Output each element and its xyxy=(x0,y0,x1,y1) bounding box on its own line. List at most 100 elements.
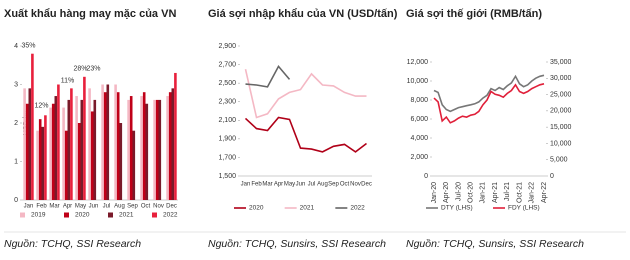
legend-label: 2022 xyxy=(163,212,178,219)
bar xyxy=(142,92,146,200)
y-tick-label: 10,000 xyxy=(407,78,429,85)
legend-swatch xyxy=(64,212,69,218)
x-tick-label: Jan-22 xyxy=(529,182,536,204)
x-tick-label: Jan xyxy=(241,182,251,188)
bar xyxy=(106,84,110,200)
y2-tick-label: 35,000 xyxy=(550,59,572,66)
x-tick-label: Apr xyxy=(274,182,283,188)
y-tick-label: 0 xyxy=(424,173,428,180)
y2-tick-label: 5,000 xyxy=(550,157,568,164)
x-tick-label: Jul xyxy=(103,204,111,210)
x-tick-label: Jul-20 xyxy=(455,182,462,201)
legend-label: 2019 xyxy=(31,212,46,219)
x-tick-label: Dec xyxy=(166,204,177,210)
x-tick-label: Jan-21 xyxy=(480,182,487,204)
bar xyxy=(166,96,169,200)
bar xyxy=(119,123,123,200)
bar xyxy=(83,76,86,200)
y-tick-label: 1,500 xyxy=(218,173,236,180)
x-tick-label: Sep xyxy=(328,182,339,188)
bar xyxy=(132,130,136,200)
x-tick-label: Feb xyxy=(36,204,47,210)
y-tick-label: 2,000 xyxy=(410,154,428,161)
y-tick-label: 2,500 xyxy=(218,80,236,87)
y-tick-label: 4,000 xyxy=(410,135,428,142)
legend-label: 2022 xyxy=(350,205,365,212)
y-tick-label: 8,000 xyxy=(410,97,428,104)
bar xyxy=(114,84,117,200)
bar xyxy=(70,88,73,200)
line xyxy=(433,74,545,113)
legend-label: 2021 xyxy=(300,205,315,212)
legend-label: 2021 xyxy=(119,212,134,219)
y2-tick-label: 10,000 xyxy=(550,140,572,147)
y2-tick-label: 30,000 xyxy=(550,75,572,82)
x-tick-label: Mar xyxy=(262,182,272,188)
bar xyxy=(80,99,84,200)
bar xyxy=(155,99,159,200)
y-tick-label: 6,000 xyxy=(410,116,428,123)
legend-label: DTY (LHS) xyxy=(441,205,473,212)
x-tick-label: Feb xyxy=(251,182,262,188)
legend-label: 2020 xyxy=(249,205,264,212)
bar xyxy=(88,88,91,200)
y-tick-label: 0 xyxy=(14,197,18,204)
bar xyxy=(67,99,71,200)
y-tick-label: 1,900 xyxy=(218,136,236,143)
line xyxy=(244,116,367,153)
bar xyxy=(75,96,78,200)
bar xyxy=(62,107,65,200)
bar xyxy=(51,103,55,200)
annotation: 23% xyxy=(86,66,100,73)
y2-tick-label: 15,000 xyxy=(550,124,572,131)
x-tick-label: Dec xyxy=(361,182,372,188)
line xyxy=(433,83,545,124)
bar xyxy=(116,92,120,200)
x-tick-label: Aug xyxy=(114,204,125,210)
bar xyxy=(140,96,143,200)
x-tick-label: Nov xyxy=(153,204,164,210)
bar xyxy=(158,99,162,200)
bar xyxy=(90,111,94,200)
chart-title: Xuất khẩu hàng may mặc của VN xyxy=(4,8,176,20)
x-tick-label: Nov xyxy=(350,182,361,188)
bar xyxy=(25,103,29,200)
x-tick-label: Apr-20 xyxy=(443,182,450,203)
x-tick-label: Jun xyxy=(296,182,306,188)
y-tick-label: 2,700 xyxy=(218,61,236,68)
source: Nguồn: TCHQ, Sunsirs, SSI Research xyxy=(406,238,584,250)
bar xyxy=(28,88,32,200)
x-tick-label: Oct xyxy=(340,182,350,188)
chart-title: Giá sợi thế giới (RMB/tấn) xyxy=(406,8,542,20)
source: Nguồn: TCHQ, Sunsirs, SSI Research xyxy=(208,238,386,250)
y-tick-label: 1,700 xyxy=(218,154,236,161)
bar xyxy=(38,119,42,200)
source: Nguồn: TCHQ, SSI Research xyxy=(4,238,141,250)
bar xyxy=(101,84,104,200)
x-tick-label: Apr-21 xyxy=(492,182,499,203)
y-tick-label: 12,000 xyxy=(407,59,429,66)
bar xyxy=(77,123,81,200)
bar xyxy=(168,92,172,200)
y-tick-label: 2,100 xyxy=(218,117,236,124)
x-tick-label: Apr-22 xyxy=(541,182,548,203)
legend-swatch xyxy=(108,212,113,218)
bar xyxy=(93,99,97,200)
y2-tick-label: 25,000 xyxy=(550,91,572,98)
bar xyxy=(174,72,177,200)
y-tick-label: 4 xyxy=(14,43,18,50)
x-tick-label: Apr xyxy=(63,204,72,210)
y-tick-label: 1 xyxy=(14,158,18,165)
bar xyxy=(153,99,156,200)
legend-swatch xyxy=(152,212,157,218)
x-tick-label: Jul xyxy=(308,182,316,188)
bar xyxy=(145,103,149,200)
y-tick-label: 2,900 xyxy=(218,43,236,50)
annotation: 28% xyxy=(73,66,87,73)
line xyxy=(244,69,367,119)
x-tick-label: Oct xyxy=(141,204,151,210)
legend-label: FDY (LHS) xyxy=(508,205,540,212)
legend-label: 2020 xyxy=(75,212,90,219)
bar xyxy=(31,53,34,201)
bar xyxy=(64,130,68,200)
